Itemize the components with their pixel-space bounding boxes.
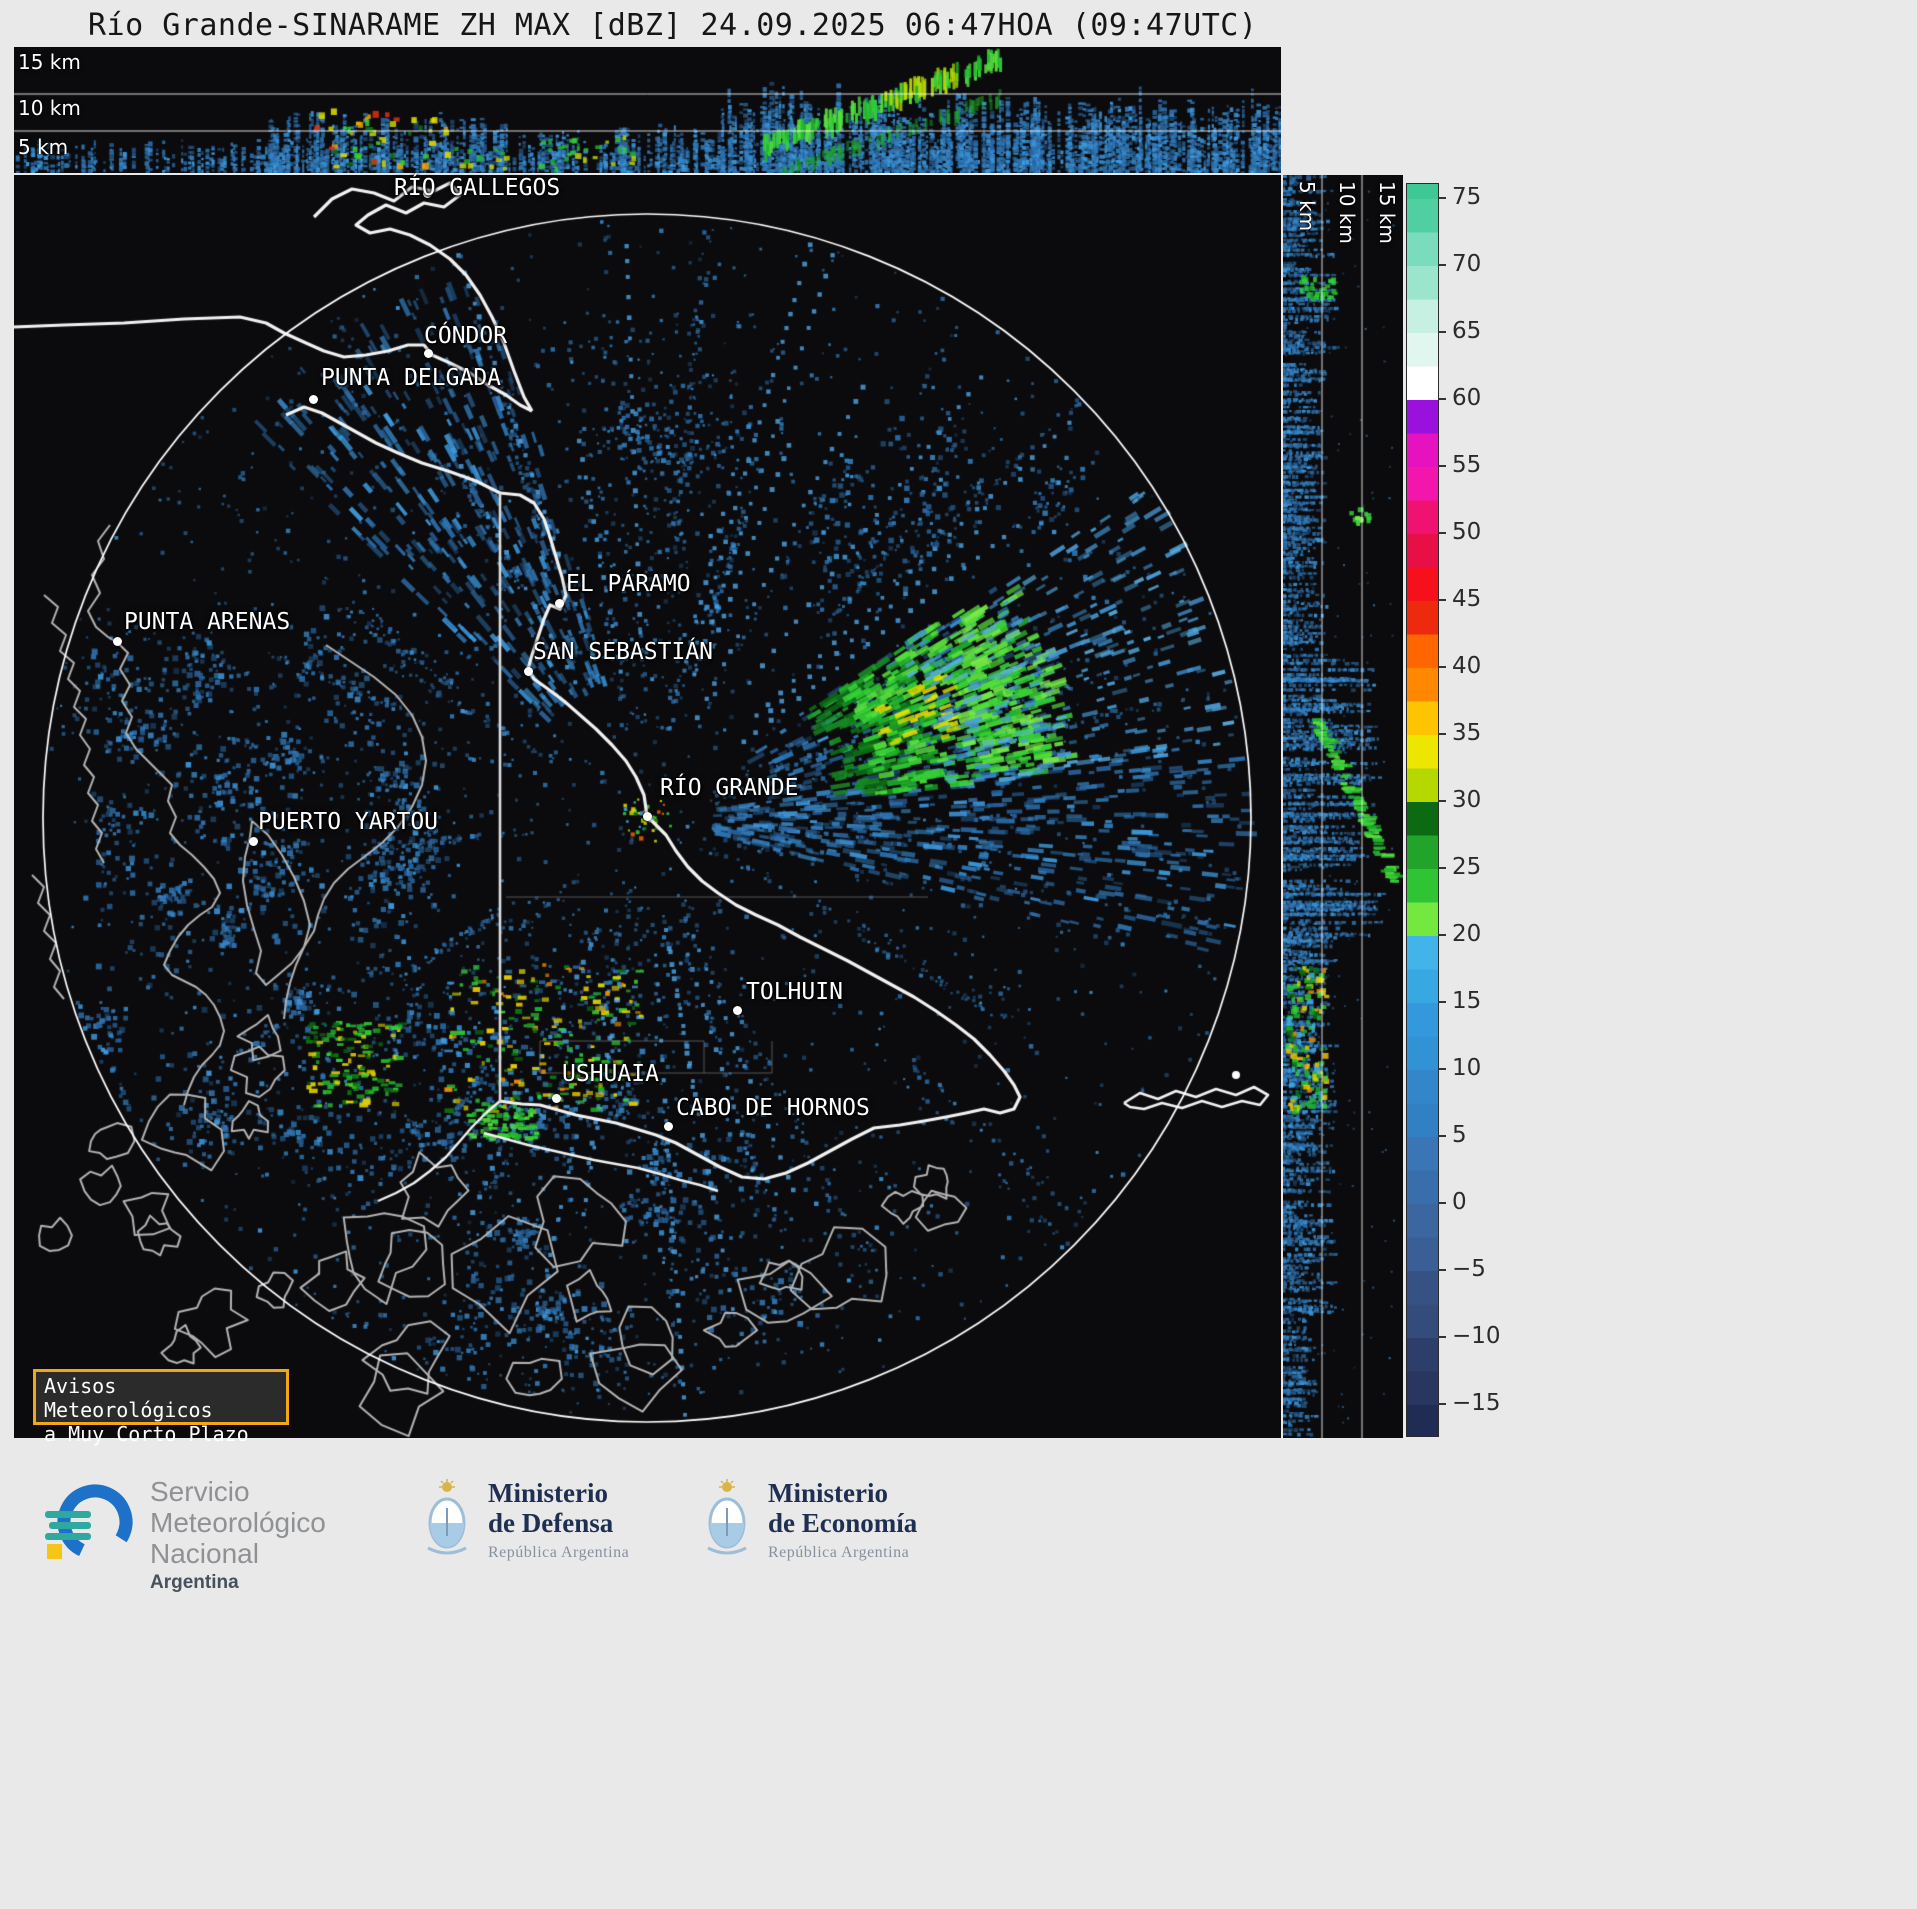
- colorbar-tickmark: [1438, 1336, 1446, 1338]
- top-profile-canvas: [14, 47, 1281, 173]
- colorbar-tickmark: [1438, 867, 1446, 869]
- colorbar-tick-label: 20: [1452, 921, 1482, 947]
- colorbar-tick-label: 75: [1452, 184, 1482, 210]
- top-height-profile-panel: 15 km 10 km 5 km: [14, 47, 1281, 173]
- colorbar-tickmark: [1438, 800, 1446, 802]
- colorbar-gradient: [1406, 183, 1439, 1437]
- colorbar-tickmark: [1438, 398, 1446, 400]
- smn-line-1: Servicio: [150, 1476, 250, 1507]
- side-height-profile-panel: 5 km 10 km 15 km: [1283, 175, 1403, 1438]
- colorbar-tick-label: 30: [1452, 787, 1482, 813]
- colorbar-tickmark: [1438, 331, 1446, 333]
- height-label-15km-top: 15 km: [18, 50, 81, 74]
- colorbar-tick-label: 60: [1452, 385, 1482, 411]
- colorbar-tickmark: [1438, 1269, 1446, 1271]
- colorbar-tick-label: 15: [1452, 988, 1482, 1014]
- radar-ppi-canvas: [14, 175, 1281, 1438]
- radar-ppi-panel: [14, 175, 1281, 1438]
- colorbar-tick-label: 45: [1452, 586, 1482, 612]
- colorbar-tick-label: 0: [1452, 1189, 1467, 1215]
- warning-line-2: a Muy Corto Plazo: [44, 1422, 249, 1446]
- smn-line-3: Nacional: [150, 1538, 259, 1569]
- colorbar-tick-label: 40: [1452, 653, 1482, 679]
- colorbar-tickmark: [1438, 1403, 1446, 1405]
- defensa-sub: República Argentina: [488, 1544, 630, 1561]
- colorbar-tick-label: 35: [1452, 720, 1482, 746]
- ministry-economia-logo: Ministerio de Economía República Argenti…: [700, 1478, 917, 1562]
- smn-country: Argentina: [150, 1572, 239, 1593]
- colorbar-tickmark: [1438, 1202, 1446, 1204]
- height-label-15km-side: 15 km: [1375, 181, 1399, 244]
- height-label-10km-top: 10 km: [18, 96, 81, 120]
- colorbar-tickmark: [1438, 1135, 1446, 1137]
- colorbar-tickmark: [1438, 532, 1446, 534]
- height-label-5km-side: 5 km: [1295, 181, 1319, 232]
- ministry-defensa-logo: Ministerio de Defensa República Argentin…: [420, 1478, 629, 1562]
- footer-logos: Servicio Meteorológico Nacional Argentin…: [0, 1470, 1917, 1600]
- colorbar-tick-label: 55: [1452, 452, 1482, 478]
- colorbar-tick-label: 5: [1452, 1122, 1467, 1148]
- smn-logo-icon: [45, 1484, 133, 1560]
- warning-banner[interactable]: Avisos Meteorológicos a Muy Corto Plazo: [33, 1369, 289, 1446]
- colorbar-tick-label: 25: [1452, 854, 1482, 880]
- smn-wordmark: Servicio Meteorológico Nacional Argentin…: [150, 1476, 326, 1594]
- page-title: Río Grande-SINARAME ZH MAX [dBZ] 24.09.2…: [88, 8, 1258, 43]
- colorbar-tickmark: [1438, 1001, 1446, 1003]
- colorbar-tick-label: 50: [1452, 519, 1482, 545]
- colorbar-tickmark: [1438, 264, 1446, 266]
- colorbar-tickmark: [1438, 934, 1446, 936]
- colorbar-tick-label: 70: [1452, 251, 1482, 277]
- colorbar-tick-label: 65: [1452, 318, 1482, 344]
- economia-name-2: de Economía: [768, 1508, 918, 1538]
- economia-sub: República Argentina: [768, 1544, 910, 1561]
- height-label-10km-side: 10 km: [1335, 181, 1359, 244]
- smn-line-2: Meteorológico: [150, 1507, 326, 1538]
- colorbar-tick-label: −10: [1452, 1323, 1501, 1349]
- colorbar-tick-label: 10: [1452, 1055, 1482, 1081]
- colorbar-tickmark: [1438, 197, 1446, 199]
- height-label-5km-top: 5 km: [18, 135, 69, 159]
- colorbar-tick-label: −15: [1452, 1390, 1501, 1416]
- coat-of-arms-icon: [707, 1479, 747, 1555]
- coat-of-arms-icon: [427, 1479, 467, 1555]
- colorbar-tickmark: [1438, 465, 1446, 467]
- colorbar-tickmark: [1438, 733, 1446, 735]
- side-profile-canvas: [1283, 175, 1403, 1438]
- defensa-name-1: Ministerio: [488, 1478, 608, 1508]
- colorbar-tickmark: [1438, 666, 1446, 668]
- defensa-name-2: de Defensa: [488, 1508, 614, 1538]
- warning-line-1: Avisos Meteorológicos: [44, 1374, 213, 1422]
- colorbar-tickmark: [1438, 599, 1446, 601]
- economia-name-1: Ministerio: [768, 1478, 888, 1508]
- colorbar-tickmark: [1438, 1068, 1446, 1070]
- colorbar-tick-label: −5: [1452, 1256, 1486, 1282]
- reflectivity-colorbar: 75 70 65 60 55 50 45 40 35 30 25 20 15 10 5 0 −5 −10 −15: [1404, 183, 1514, 1437]
